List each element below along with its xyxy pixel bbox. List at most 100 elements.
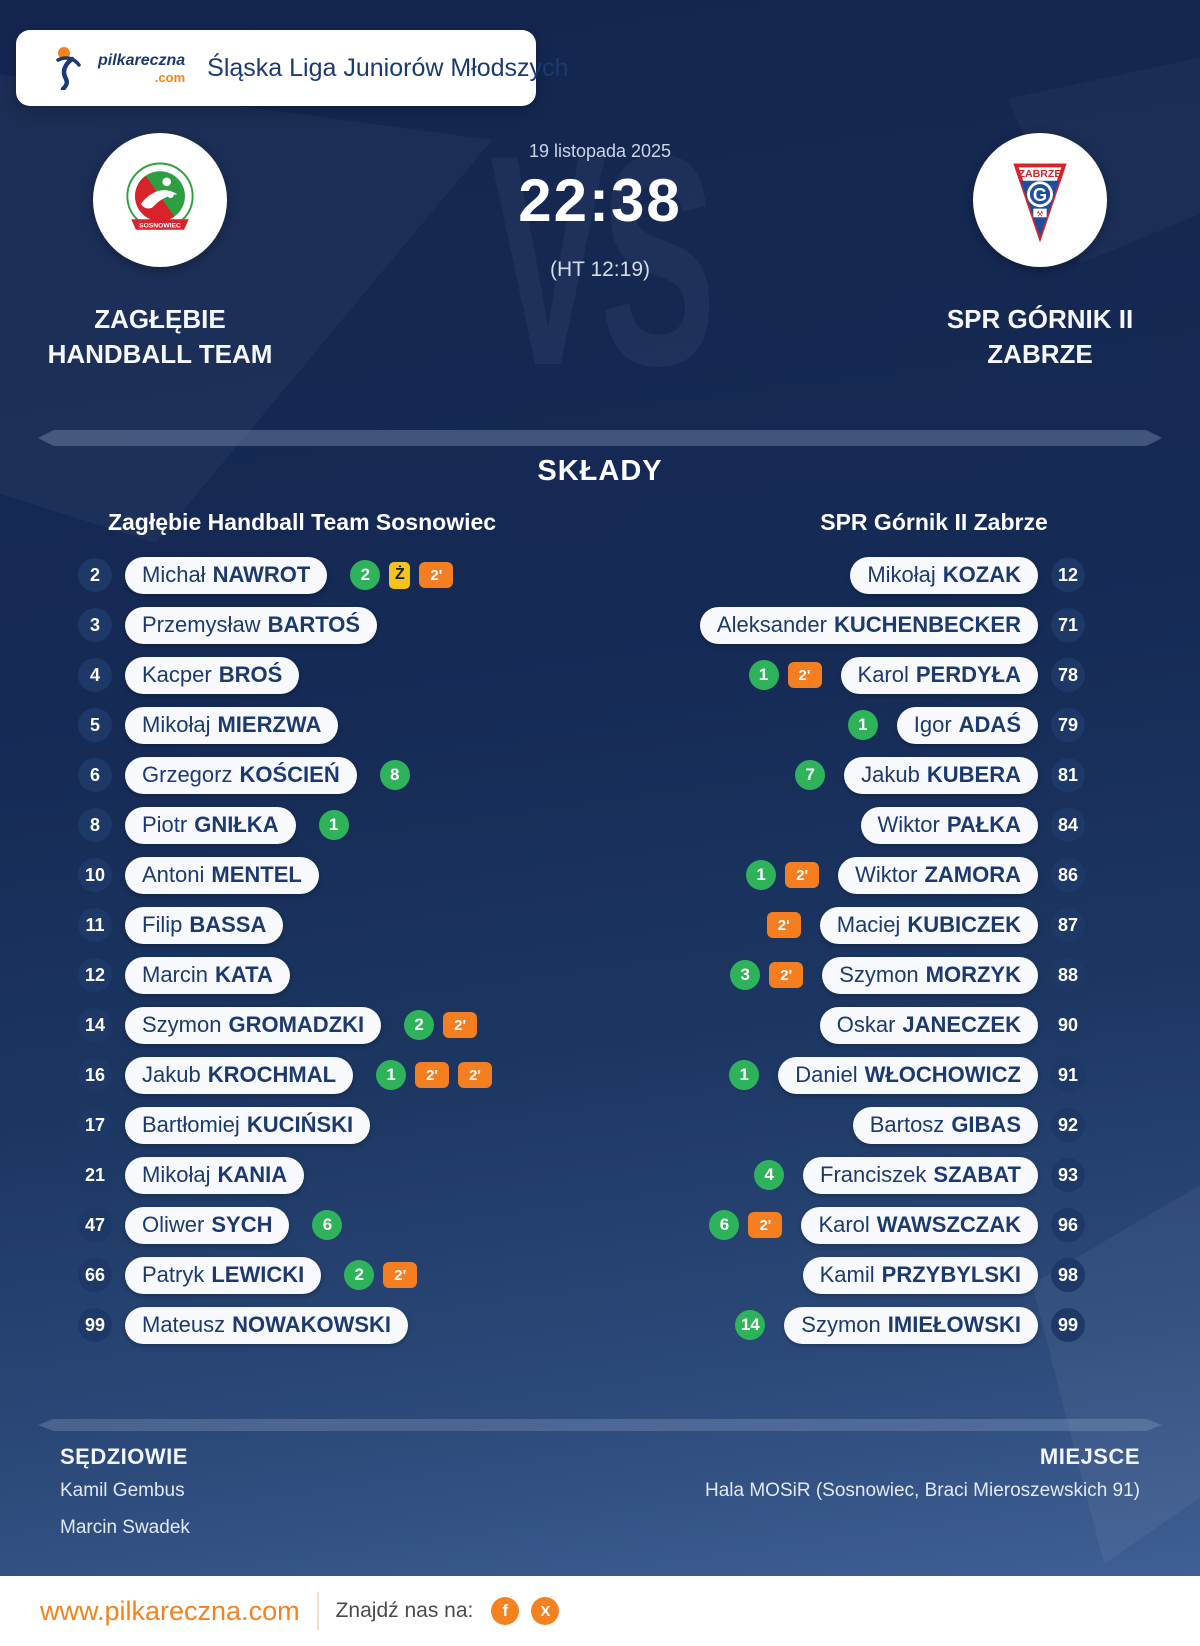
- facebook-icon[interactable]: f: [491, 1597, 520, 1625]
- player-row: 6 Grzegorz KOŚCIEŃ 8: [40, 750, 600, 800]
- match-date: 19 listopada 2025: [528, 141, 672, 161]
- player-name-pill: Aleksander KUCHENBECKER: [699, 606, 1038, 644]
- player-name-pill: Franciszek SZABAT: [803, 1156, 1038, 1194]
- player-name-pill: Oliwer SYCH: [125, 1206, 290, 1244]
- player-number: 8: [78, 808, 112, 842]
- player-number: 91: [1051, 1058, 1085, 1092]
- player-number: 10: [78, 858, 112, 892]
- player-name-pill: Marcin KATA: [125, 956, 290, 994]
- lineup-home-header: Zagłębie Handball Team Sosnowiec: [107, 509, 497, 535]
- player-name-pill: Karol WAWSZCZAK: [801, 1206, 1038, 1244]
- badge-goals: 1: [748, 660, 779, 690]
- player-row: 91 Daniel WŁOCHOWICZ 1: [600, 1050, 1160, 1100]
- player-row: 92 Bartosz GIBAS: [600, 1100, 1160, 1150]
- player-number: 47: [78, 1208, 112, 1242]
- player-row: 17 Bartłomiej KUCIŃSKI: [40, 1100, 600, 1150]
- player-last-name: LEWICKI: [211, 1262, 305, 1287]
- player-last-name: BASSA: [189, 912, 267, 937]
- badge-goals: 1: [729, 1060, 760, 1090]
- away-team-crest-icon: ZABRZE G ⚒: [1013, 163, 1067, 243]
- player-last-name: MENTEL: [211, 862, 302, 887]
- player-last-name: JANECZEK: [902, 1012, 1021, 1037]
- player-first-name: Filip: [142, 912, 183, 937]
- player-row: 14 Szymon GROMADZKI 2 2': [40, 1000, 600, 1050]
- venue-text: Hala MOSiR (Sosnowiec, Braci Mieroszewsk…: [704, 1480, 1140, 1501]
- player-last-name: ZAMORA: [924, 862, 1021, 887]
- badge-goals: 6: [312, 1210, 343, 1240]
- lineup-away-header: SPR Górnik II Zabrze: [820, 509, 1048, 535]
- player-name-pill: Michał NAWROT: [125, 556, 328, 594]
- player-row: 47 Oliwer SYCH 6: [40, 1200, 600, 1250]
- player-row: 87 Maciej KUBICZEK 2': [600, 900, 1160, 950]
- player-row: 81 Jakub KUBERA 7: [600, 750, 1160, 800]
- player-row: 3 Przemysław BARTOŚ: [40, 600, 600, 650]
- player-number: 3: [78, 608, 112, 642]
- player-name-pill: Kacper BROŚ: [125, 656, 300, 694]
- player-last-name: KROCHMAL: [207, 1062, 337, 1087]
- player-last-name: KANIA: [217, 1162, 288, 1187]
- player-first-name: Grzegorz: [142, 762, 233, 787]
- x-icon[interactable]: X: [531, 1597, 560, 1625]
- player-first-name: Mateusz: [142, 1312, 226, 1337]
- player-number: 93: [1051, 1158, 1085, 1192]
- player-name-pill: Mateusz NOWAKOWSKI: [125, 1306, 409, 1344]
- player-last-name: KUCHENBECKER: [833, 612, 1021, 637]
- badge-yellow-card: Ż: [389, 561, 411, 589]
- badge-goals: 1: [847, 710, 878, 740]
- find-us-label: Znajdź nas na:: [335, 1599, 474, 1622]
- player-number: 6: [78, 758, 112, 792]
- player-name-pill: Karol PERDYŁA: [840, 656, 1038, 694]
- site-logo: pilkareczna .com: [52, 46, 185, 90]
- badge-goals: 2: [344, 1260, 375, 1290]
- player-badges: 3 2': [730, 960, 804, 990]
- match-halftime-score: (HT 12:19): [550, 258, 650, 281]
- player-first-name: Mikołaj: [142, 712, 211, 737]
- home-team-name-line1: ZAGŁĘBIE: [94, 304, 226, 334]
- referee-name: Kamil Gembus: [60, 1480, 185, 1501]
- player-first-name: Szymon: [839, 962, 919, 987]
- player-last-name: KUBICZEK: [907, 912, 1021, 937]
- player-first-name: Wiktor: [855, 862, 918, 887]
- lineup-home-list: 2 Michał NAWROT 2 Ż 2' 3 Przemysław BARTOŚ…: [40, 550, 600, 1350]
- away-team-name-line1: SPR GÓRNIK II: [946, 304, 1134, 334]
- player-last-name: KOZAK: [942, 562, 1021, 587]
- player-last-name: WAWSZCZAK: [876, 1212, 1021, 1237]
- website-link[interactable]: www.pilkareczna.com: [40, 1595, 300, 1626]
- player-last-name: NOWAKOWSKI: [232, 1312, 392, 1337]
- player-number: 14: [78, 1008, 112, 1042]
- player-last-name: SYCH: [211, 1212, 273, 1237]
- player-name-pill: Patryk LEWICKI: [125, 1256, 322, 1294]
- away-team-name-line2: ZABRZE: [987, 339, 1093, 369]
- badge-goals: 14: [735, 1310, 766, 1340]
- badge-two-minutes: 2': [415, 1062, 450, 1088]
- away-team-name: SPR GÓRNIK II ZABRZE: [890, 302, 1190, 372]
- badge-two-minutes: 2': [443, 1012, 478, 1038]
- player-number: 92: [1051, 1108, 1085, 1142]
- player-first-name: Mikołaj: [142, 1162, 211, 1187]
- player-number: 11: [78, 908, 112, 942]
- player-number: 5: [78, 708, 112, 742]
- footer-bar: www.pilkareczna.com Znajdź nas na: f X: [0, 1576, 1200, 1646]
- top-divider: [38, 430, 1162, 446]
- site-logo-name: pilkareczna: [98, 51, 186, 69]
- site-logo-suffix: .com: [154, 69, 186, 85]
- player-name-pill: Grzegorz KOŚCIEŃ: [125, 756, 357, 794]
- league-card: pilkareczna .com Śląska Liga Juniorów Mł…: [16, 30, 568, 106]
- player-number: 98: [1051, 1258, 1085, 1292]
- player-name-pill: Kamil PRZYBYLSKI: [802, 1256, 1038, 1294]
- badge-goals: 4: [754, 1160, 785, 1190]
- player-number: 81: [1051, 758, 1085, 792]
- player-badges: 2 2': [344, 1260, 418, 1290]
- player-last-name: WŁOCHOWICZ: [864, 1062, 1021, 1087]
- player-row: 8 Piotr GNIŁKA 1: [40, 800, 600, 850]
- player-row: 90 Oskar JANECZEK: [600, 1000, 1160, 1050]
- player-last-name: BARTOŚ: [267, 612, 361, 637]
- player-name-pill: Szymon MORZYK: [822, 956, 1038, 994]
- home-team-name-line2: HANDBALL TEAM: [47, 339, 273, 369]
- player-row: 21 Mikołaj KANIA: [40, 1150, 600, 1200]
- player-name-pill: Szymon GROMADZKI: [125, 1006, 382, 1044]
- away-team-logo: ZABRZE G ⚒: [973, 133, 1107, 267]
- player-number: 99: [1051, 1308, 1085, 1342]
- player-number: 96: [1051, 1208, 1085, 1242]
- player-first-name: Kamil: [819, 1262, 875, 1287]
